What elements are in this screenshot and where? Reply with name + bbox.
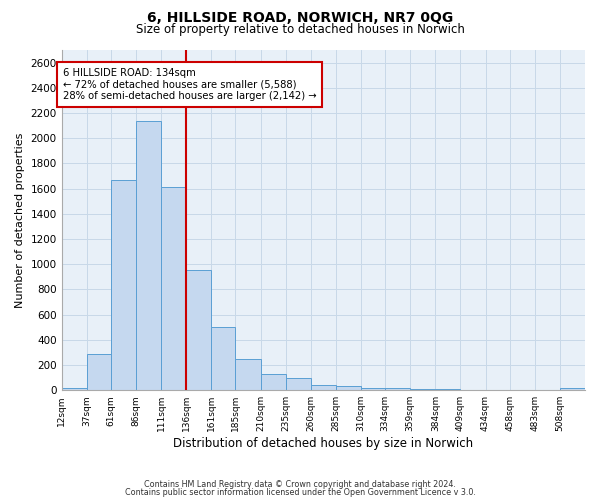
X-axis label: Distribution of detached houses by size in Norwich: Distribution of detached houses by size …: [173, 437, 473, 450]
Bar: [361, 388, 385, 390]
Bar: [260, 374, 286, 390]
Bar: [211, 326, 235, 390]
Text: Contains HM Land Registry data © Crown copyright and database right 2024.: Contains HM Land Registry data © Crown c…: [144, 480, 456, 489]
Bar: [336, 386, 361, 390]
Text: Size of property relative to detached houses in Norwich: Size of property relative to detached ho…: [136, 22, 464, 36]
Y-axis label: Number of detached properties: Number of detached properties: [15, 132, 25, 308]
Bar: [62, 388, 87, 390]
Bar: [436, 389, 460, 390]
Bar: [235, 358, 260, 390]
Bar: [161, 188, 186, 390]
Bar: [87, 354, 111, 390]
Bar: [136, 120, 161, 390]
Bar: [560, 388, 585, 390]
Bar: [186, 270, 211, 390]
Bar: [385, 388, 410, 390]
Text: Contains public sector information licensed under the Open Government Licence v : Contains public sector information licen…: [125, 488, 475, 497]
Bar: [286, 378, 311, 390]
Text: 6 HILLSIDE ROAD: 134sqm
← 72% of detached houses are smaller (5,588)
28% of semi: 6 HILLSIDE ROAD: 134sqm ← 72% of detache…: [62, 68, 316, 101]
Bar: [111, 180, 136, 390]
Bar: [311, 385, 336, 390]
Text: 6, HILLSIDE ROAD, NORWICH, NR7 0QG: 6, HILLSIDE ROAD, NORWICH, NR7 0QG: [147, 11, 453, 25]
Bar: [410, 389, 436, 390]
